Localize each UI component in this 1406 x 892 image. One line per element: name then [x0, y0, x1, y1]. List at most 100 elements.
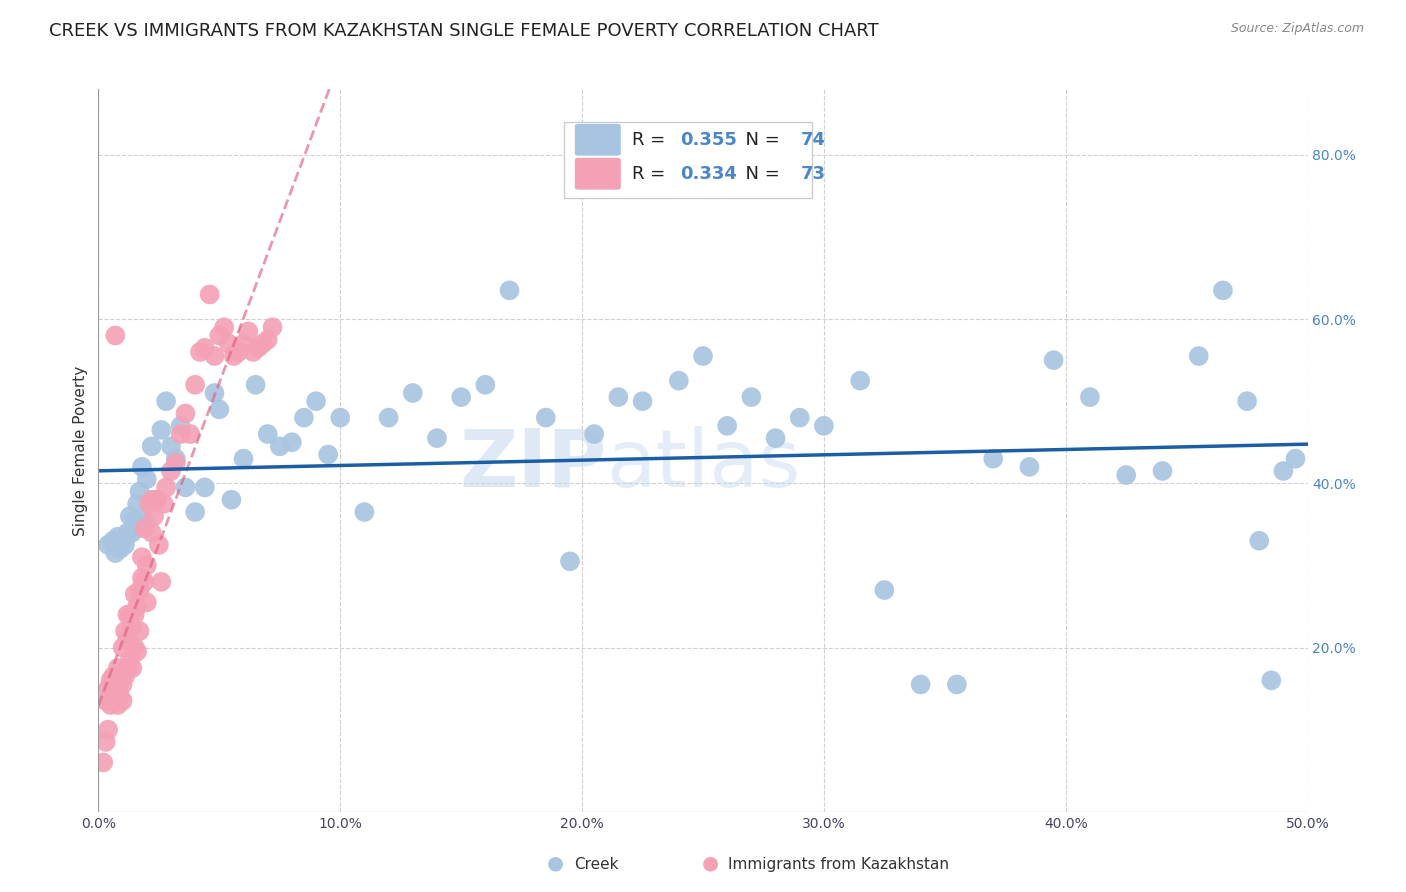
- Point: [135, 558, 157, 573]
- Point: [121, 620, 143, 634]
- Point: [141, 525, 163, 540]
- Point: [1188, 349, 1211, 363]
- Point: [377, 410, 399, 425]
- Point: [150, 423, 173, 437]
- Point: [740, 390, 762, 404]
- Point: [169, 418, 191, 433]
- Point: [1018, 459, 1040, 474]
- Point: [100, 673, 122, 688]
- Point: [194, 341, 217, 355]
- Point: [145, 492, 167, 507]
- Point: [765, 431, 787, 445]
- Point: [1249, 533, 1271, 548]
- Point: [111, 533, 134, 548]
- Point: [184, 377, 207, 392]
- Point: [252, 336, 274, 351]
- Point: [108, 669, 131, 683]
- Point: [222, 349, 245, 363]
- Point: [873, 582, 896, 597]
- Point: [269, 439, 291, 453]
- Text: N =: N =: [734, 165, 786, 183]
- Point: [155, 480, 177, 494]
- Point: [169, 427, 191, 442]
- Point: [101, 669, 124, 683]
- Point: [165, 451, 187, 466]
- Point: [1078, 390, 1101, 404]
- Point: [117, 607, 139, 622]
- FancyBboxPatch shape: [564, 121, 811, 198]
- Point: [558, 554, 581, 568]
- Point: [111, 640, 134, 655]
- Point: [100, 698, 122, 712]
- Point: [194, 480, 217, 494]
- Point: [242, 345, 264, 359]
- Text: 74: 74: [801, 131, 825, 149]
- Point: [165, 456, 187, 470]
- Point: [631, 394, 654, 409]
- Point: [121, 525, 143, 540]
- Point: [131, 459, 153, 474]
- Text: Source: ZipAtlas.com: Source: ZipAtlas.com: [1230, 22, 1364, 36]
- Point: [716, 418, 738, 433]
- Point: [141, 492, 163, 507]
- Point: [1212, 284, 1234, 298]
- Point: [910, 677, 932, 691]
- Point: [118, 607, 141, 622]
- Point: [117, 661, 139, 675]
- Point: [111, 694, 134, 708]
- Point: [1272, 464, 1295, 478]
- Point: [204, 349, 226, 363]
- Point: [107, 530, 129, 544]
- Point: [228, 345, 250, 359]
- Point: [160, 464, 183, 478]
- FancyBboxPatch shape: [575, 124, 621, 156]
- Point: [101, 690, 124, 704]
- Point: [534, 410, 557, 425]
- Point: [118, 509, 141, 524]
- Point: [114, 624, 136, 639]
- Point: [1284, 451, 1306, 466]
- Point: [118, 653, 141, 667]
- Point: [232, 336, 254, 351]
- Point: [135, 472, 157, 486]
- Point: [247, 341, 270, 355]
- Text: ZIP: ZIP: [458, 425, 606, 504]
- Point: [97, 681, 120, 696]
- Text: ●: ●: [547, 854, 564, 872]
- Text: Creek: Creek: [574, 857, 619, 872]
- Text: R =: R =: [631, 131, 671, 149]
- Point: [94, 694, 117, 708]
- Point: [124, 640, 146, 655]
- Point: [305, 394, 328, 409]
- Point: [124, 513, 146, 527]
- Point: [208, 402, 231, 417]
- Point: [124, 607, 146, 622]
- Point: [498, 284, 520, 298]
- Point: [117, 632, 139, 647]
- Point: [184, 505, 207, 519]
- Point: [121, 661, 143, 675]
- Point: [607, 390, 630, 404]
- Point: [97, 723, 120, 737]
- Y-axis label: Single Female Poverty: Single Female Poverty: [73, 366, 89, 535]
- Point: [104, 328, 127, 343]
- Point: [108, 541, 131, 556]
- Point: [692, 349, 714, 363]
- Point: [97, 538, 120, 552]
- Point: [204, 386, 226, 401]
- Point: [1152, 464, 1174, 478]
- Point: [152, 497, 174, 511]
- Point: [107, 661, 129, 675]
- FancyBboxPatch shape: [575, 158, 621, 190]
- Point: [107, 698, 129, 712]
- Point: [135, 595, 157, 609]
- Point: [292, 410, 315, 425]
- Text: 0.355: 0.355: [681, 131, 737, 149]
- Point: [329, 410, 352, 425]
- Point: [426, 431, 449, 445]
- Point: [114, 538, 136, 552]
- Point: [281, 435, 304, 450]
- Point: [127, 497, 149, 511]
- Point: [131, 550, 153, 565]
- Point: [789, 410, 811, 425]
